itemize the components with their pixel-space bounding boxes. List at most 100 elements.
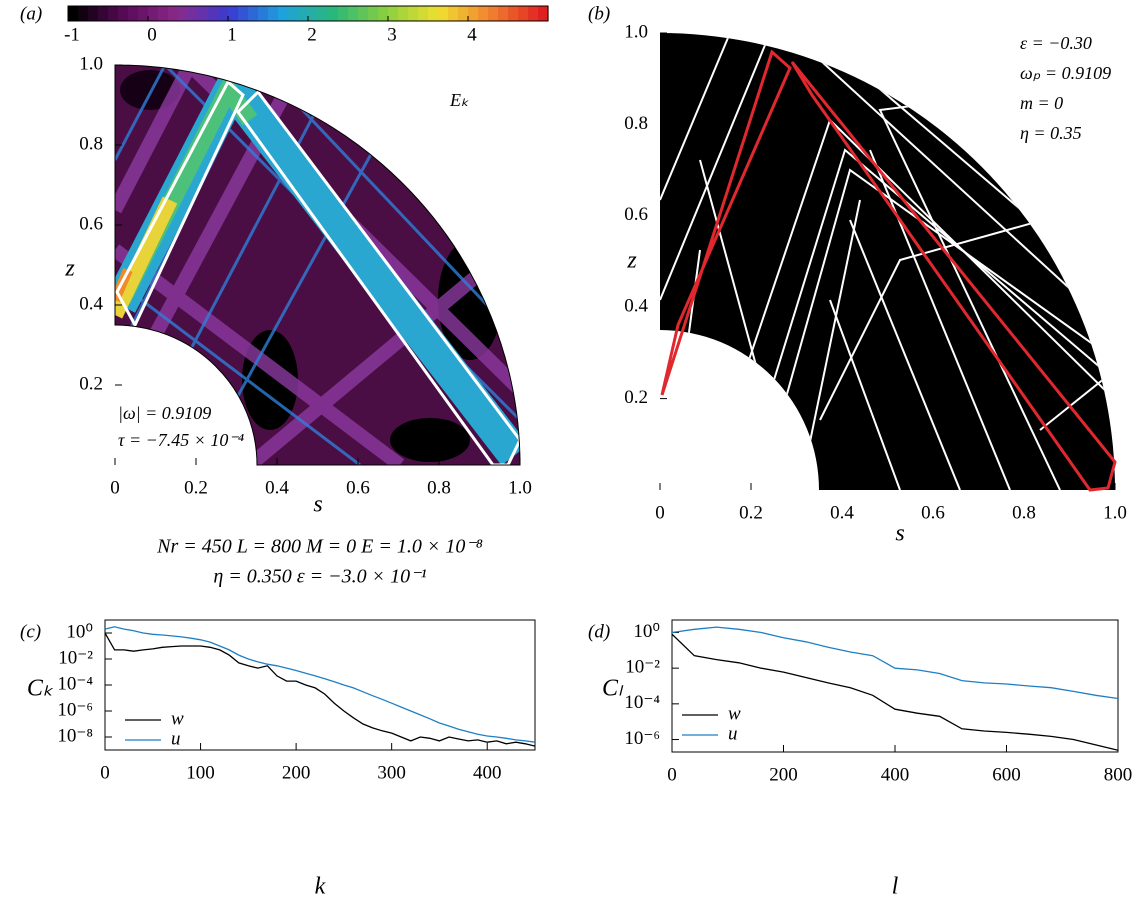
x-tick-label: 0.6	[921, 502, 945, 523]
shell-outline	[114, 64, 521, 466]
colorbar-tick-label: -1	[64, 24, 80, 45]
colorbar-cell	[358, 6, 369, 21]
x-tick-label: 0	[655, 502, 665, 523]
legend-label: w	[171, 708, 184, 729]
x-tick-label: 1.0	[508, 477, 532, 498]
colorbar-tick-label: 4	[467, 24, 477, 45]
y-tick-label: 0.2	[624, 387, 648, 408]
hot-beam	[115, 196, 178, 319]
colorbar-cell	[208, 6, 219, 21]
x-tick-label: 300	[377, 762, 406, 783]
x-axis-label: s	[313, 492, 322, 518]
tube	[790, 61, 1117, 492]
colorbar-cell	[478, 6, 489, 21]
colorbar-tick-label: 1	[227, 24, 237, 45]
x-tick-label: 0.6	[346, 477, 370, 498]
colorbar-cell	[398, 6, 409, 21]
ray	[115, 278, 361, 465]
tube	[660, 49, 792, 396]
colorbar-cell	[328, 6, 339, 21]
ray-tube	[115, 79, 520, 465]
y-tick-label: 0.8	[79, 133, 103, 154]
parameter-line: η = 0.350 ε = −3.0 × 10⁻¹	[213, 566, 426, 588]
colorbar-cell	[138, 6, 149, 21]
panel-label: (c)	[20, 621, 41, 642]
colorbar-cell	[298, 6, 309, 21]
colorbar-cell	[368, 6, 379, 21]
x-tick-label: 800	[1104, 764, 1133, 785]
x-tick-label: 0.2	[184, 477, 208, 498]
colorbar-cell	[348, 6, 359, 21]
x-tick-label: 0	[110, 477, 120, 498]
ray	[759, 168, 1115, 490]
colorbar-cell	[158, 6, 169, 21]
y-tick-label: 10⁻⁴	[57, 673, 93, 694]
y-tick-label: 1.0	[624, 21, 648, 42]
ray	[660, 33, 771, 301]
colorbar-cell	[168, 6, 179, 21]
colorbar-cell	[418, 6, 429, 21]
colorbar-tick-label: 2	[307, 24, 317, 45]
panel-label: (d)	[588, 621, 610, 642]
colorbar-cell	[318, 6, 329, 21]
ray	[829, 299, 901, 490]
x-axis-label: l	[892, 874, 899, 900]
y-axis-label: z	[626, 248, 637, 274]
annotation: m = 0	[1020, 93, 1063, 113]
blob	[390, 418, 470, 462]
colorbar-cell	[308, 6, 319, 21]
shell	[115, 65, 520, 465]
y-axis-label: Cₗ	[602, 676, 624, 702]
colorbar-cell	[458, 6, 469, 21]
colorbar-cell	[68, 6, 79, 21]
y-tick-label: 10⁻⁶	[624, 728, 660, 749]
annotation: ωₚ = 0.9109	[1020, 63, 1111, 83]
series-line	[671, 626, 1119, 700]
ray	[739, 148, 1115, 490]
ray	[849, 219, 961, 490]
colorbar-tick-label: 0	[147, 24, 157, 45]
y-tick-label: 10⁰	[66, 621, 93, 642]
x-tick-label: 0.8	[1012, 502, 1036, 523]
panel-label: (b)	[588, 3, 610, 24]
y-axis-label: z	[64, 256, 75, 282]
tube	[236, 89, 520, 465]
panel-label: (a)	[20, 3, 42, 24]
y-tick-label: 10⁻²	[625, 657, 660, 678]
x-tick-label: 200	[769, 764, 798, 785]
y-tick-label: 10⁻⁸	[57, 725, 93, 746]
colorbar-cell	[258, 6, 269, 21]
colorbar-cell	[178, 6, 189, 21]
y-tick-label: 10⁻²	[58, 647, 93, 668]
x-tick-label: 0.2	[739, 502, 763, 523]
beam	[115, 65, 520, 395]
x-tick-label: 1.0	[1103, 502, 1127, 523]
x-axis-label: k	[315, 874, 326, 900]
x-tick-label: 100	[186, 762, 215, 783]
colorbar-cell	[228, 6, 239, 21]
plot-frame	[671, 619, 1119, 753]
colorbar-cell	[78, 6, 89, 21]
colorbar-cell	[498, 6, 509, 21]
annotation: |ω| = 0.9109	[118, 403, 211, 423]
colorbar-cell	[128, 6, 139, 21]
y-tick-label: 0.4	[624, 296, 648, 317]
parameter-line: Nr = 450 L = 800 M = 0 E = 1.0 × 10⁻⁸	[156, 536, 483, 558]
y-tick-label: 0.4	[79, 293, 103, 314]
series-line	[104, 632, 536, 747]
x-axis-label: s	[895, 521, 904, 547]
colorbar-cell	[388, 6, 399, 21]
annotation: Eₖ	[449, 90, 469, 110]
legend-label: w	[728, 703, 741, 724]
y-tick-label: 0.6	[79, 213, 103, 234]
colorbar-cell	[408, 6, 419, 21]
y-axis-label: Cₖ	[27, 676, 54, 702]
x-tick-label: 0	[667, 764, 677, 785]
y-tick-label: 0.6	[624, 204, 648, 225]
x-tick-label: 0	[100, 762, 110, 783]
ray	[869, 149, 1011, 490]
x-tick-label: 0.4	[265, 477, 289, 498]
colorbar-cell	[488, 6, 499, 21]
x-tick-label: 0.4	[830, 502, 854, 523]
